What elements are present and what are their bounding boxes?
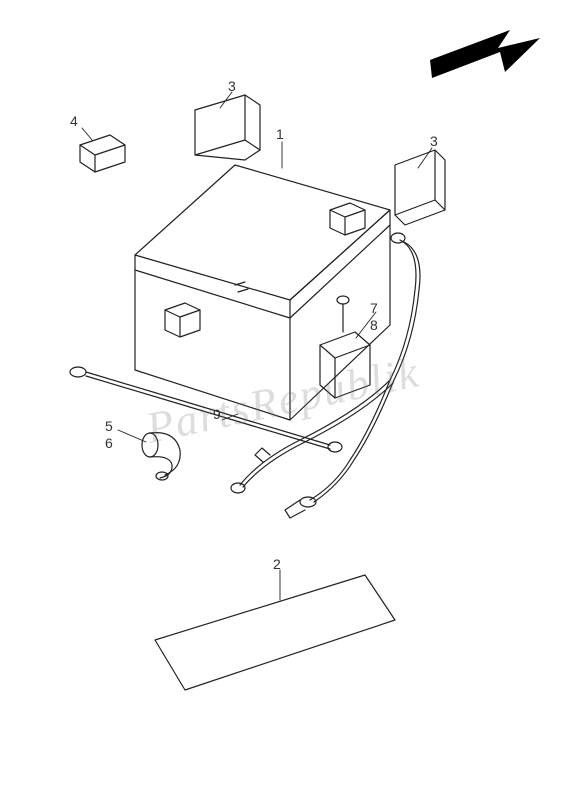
callout-6: 6 <box>105 435 113 451</box>
item-3-bracket-right <box>395 150 445 225</box>
diagram-stage: 1 3 3 4 5 6 7 8 9 2 PartsRepublik <box>0 0 566 800</box>
item-2-pad <box>155 575 395 690</box>
callout-8: 8 <box>370 317 378 333</box>
callout-4: 4 <box>70 113 78 129</box>
callout-5: 5 <box>105 418 113 434</box>
callout-3b: 3 <box>430 133 438 149</box>
item-4-cap <box>80 135 125 172</box>
callout-2: 2 <box>273 556 281 572</box>
direction-arrow <box>430 30 540 78</box>
callout-3a: 3 <box>228 78 236 94</box>
item-3-bracket-left <box>195 95 260 160</box>
callout-1: 1 <box>276 126 284 142</box>
callout-7: 7 <box>370 300 378 316</box>
